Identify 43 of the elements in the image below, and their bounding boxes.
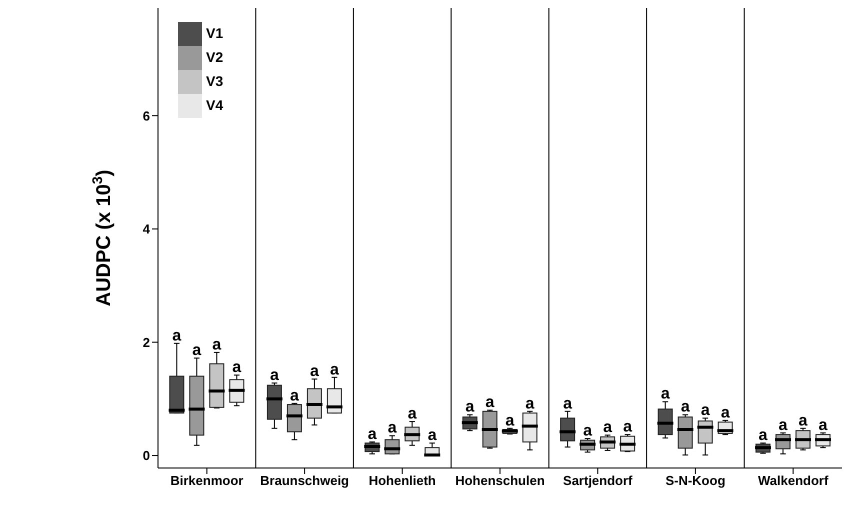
text: a <box>680 398 690 416</box>
text: a <box>660 386 670 403</box>
text: a <box>192 342 202 360</box>
text: a <box>212 336 222 354</box>
text: a <box>368 426 377 443</box>
x-tick-label: Sartjendorf <box>563 473 634 488</box>
text: a <box>623 418 632 436</box>
text: a <box>485 394 494 412</box>
text: a <box>270 367 279 384</box>
legend-label: V1 <box>206 24 224 41</box>
legend-label: V2 <box>206 48 224 65</box>
x-tick-label: Birkenmoor <box>170 473 244 488</box>
text: a <box>525 395 534 412</box>
text: a <box>563 395 572 412</box>
x-tick-label: Hohenschulen <box>455 473 545 488</box>
text: a <box>310 363 319 380</box>
text: a <box>720 404 730 422</box>
text: a <box>700 402 710 420</box>
text: a <box>388 420 397 437</box>
text: a <box>330 361 339 378</box>
text: a <box>818 416 828 434</box>
text: a <box>428 427 437 444</box>
x-tick-label: Hohenlieth <box>368 473 436 488</box>
y-tick-label: 2 <box>142 334 150 350</box>
text: a <box>798 412 808 430</box>
text: a <box>505 412 514 430</box>
x-tick-label: S-N-Koog <box>665 473 726 488</box>
legend-label: V3 <box>206 72 224 89</box>
y-tick-label: 6 <box>142 108 150 124</box>
y-tick-label: 0 <box>142 448 150 464</box>
y-tick-label: 4 <box>142 222 151 237</box>
x-tick-label: Walkendorf <box>758 473 829 488</box>
text: a <box>583 422 592 440</box>
text: a <box>758 427 768 444</box>
x-tick-label: Braunschweig <box>260 473 350 488</box>
text: a <box>603 419 612 436</box>
text: a <box>290 387 299 404</box>
text: a <box>172 327 182 344</box>
text: a <box>465 398 474 416</box>
text: a <box>232 359 242 376</box>
text: a <box>408 406 417 423</box>
text: a <box>778 416 788 434</box>
legend-label: V4 <box>206 96 224 113</box>
